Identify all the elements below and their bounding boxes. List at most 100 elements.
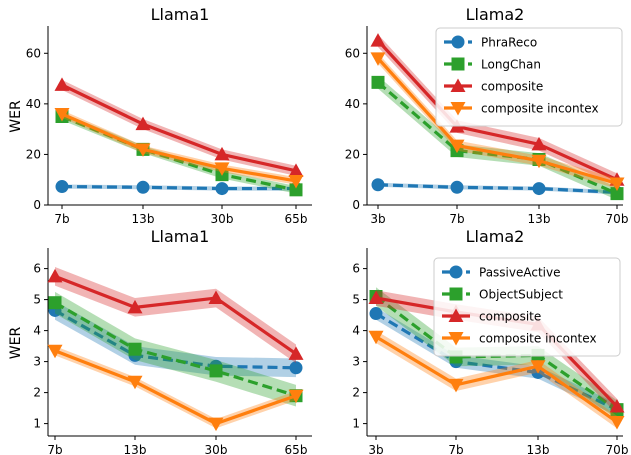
data-point [208, 290, 224, 305]
x-tick-label: 7b [448, 443, 463, 455]
x-tick-label: 3b [370, 212, 385, 226]
chart-panel-3: Llama1 WER 1 2 3 4 5 6 7b 13b 30b 65b [8, 227, 312, 455]
data-point [214, 162, 230, 176]
data-point [371, 178, 385, 192]
data-point [532, 182, 546, 196]
data-point [208, 417, 224, 432]
data-point [47, 268, 63, 283]
data-point [609, 177, 625, 192]
x-tick-label: 7b [47, 443, 62, 455]
series-line [61, 115, 297, 192]
y-axis-label: WER [8, 100, 24, 133]
data-point [135, 143, 151, 157]
series-objectsubject [48, 291, 303, 407]
y-tick-label: 2 [33, 386, 41, 400]
legend-box [435, 27, 623, 127]
x-tick-label: 30b [205, 443, 228, 455]
confidence-band [55, 267, 296, 364]
chart-panel-4: Llama2 1 2 3 4 5 6 3b 7b 13b 70b PassiveActive Objec… [352, 227, 628, 455]
series-line [376, 81, 618, 196]
legend-label: composite [479, 310, 541, 324]
chart-title: Llama2 [466, 227, 525, 246]
data-point [609, 399, 625, 413]
chart-title: Llama1 [151, 5, 210, 24]
legend-swatch-marker [451, 57, 465, 71]
y-axis-label: WER [8, 327, 24, 360]
data-point [368, 330, 384, 345]
x-tick-label: 30b [211, 212, 234, 226]
x-tick-label: 65b [285, 443, 308, 455]
legend-label: PassiveActive [479, 266, 561, 280]
data-point [135, 116, 151, 131]
data-point [448, 378, 464, 393]
data-point [209, 364, 223, 378]
chart-panel-2: Llama2 0 20 40 60 3b 7b 13b 70b PhraReco LongChan c… [345, 5, 629, 226]
series-composite [47, 267, 304, 364]
data-point [368, 290, 384, 305]
y-tick-label: 0 [352, 198, 360, 212]
series-line [375, 335, 618, 424]
series-line [54, 301, 297, 398]
series-longchan [55, 110, 303, 197]
data-point [288, 346, 304, 360]
legend-box [433, 257, 621, 357]
legend-label: composite incontex [479, 332, 597, 346]
y-tick-label: 1 [33, 417, 41, 431]
series-line [375, 312, 618, 412]
data-point [136, 180, 150, 194]
legend-swatch-marker [450, 102, 466, 116]
legend-label: LongChan [481, 58, 541, 72]
data-point [48, 296, 62, 310]
y-tick-label: 2 [352, 386, 360, 400]
chart-title: Llama2 [466, 5, 525, 24]
series-line [54, 309, 297, 370]
data-point [289, 361, 303, 375]
x-tick-label: 13b [528, 212, 551, 226]
series-line [54, 349, 297, 426]
series-phrareco [371, 178, 624, 199]
data-point [47, 344, 63, 359]
data-point [288, 389, 304, 404]
x-tick-label: 13b [124, 443, 147, 455]
legend-swatch-marker [451, 35, 465, 49]
x-tick-label: 70b [606, 212, 629, 226]
data-point [370, 52, 386, 66]
legend-swatch-marker [450, 78, 466, 92]
data-point [289, 183, 303, 197]
data-point [54, 107, 70, 122]
series-line [376, 57, 618, 186]
x-tick-label: 3b [368, 443, 383, 455]
chart-panel-1: Llama1 WER 0 20 40 60 7b 13b 30b 65b [8, 5, 312, 226]
data-point [609, 416, 625, 430]
y-tick-label: 20 [26, 147, 41, 161]
data-point [531, 136, 547, 151]
confidence-band [378, 34, 617, 187]
y-tick-label: 40 [26, 97, 41, 111]
y-tick-label: 3 [352, 355, 360, 369]
y-tick-label: 4 [33, 324, 41, 338]
series-line [376, 39, 618, 182]
y-tick-label: 4 [352, 324, 360, 338]
series-line [54, 274, 297, 356]
x-tick-label: 7b [449, 212, 464, 226]
series-composite-incontex [54, 107, 304, 189]
series-line [61, 83, 297, 173]
data-point [610, 187, 624, 201]
legend-swatch-marker [449, 287, 463, 301]
data-point [450, 180, 464, 194]
y-tick-label: 3 [33, 355, 41, 369]
confidence-band [376, 307, 617, 416]
data-point [531, 154, 547, 169]
data-point [214, 146, 230, 161]
confidence-band [378, 76, 617, 200]
legend-label: ObjectSubject [479, 288, 563, 302]
y-tick-label: 1 [352, 417, 360, 431]
data-point [370, 33, 386, 47]
data-point [54, 77, 70, 91]
legend-swatch-marker [448, 332, 464, 346]
series-composite-incontex [370, 52, 625, 192]
series-line [61, 112, 297, 183]
data-point [55, 180, 69, 194]
x-tick-label: 13b [132, 212, 155, 226]
